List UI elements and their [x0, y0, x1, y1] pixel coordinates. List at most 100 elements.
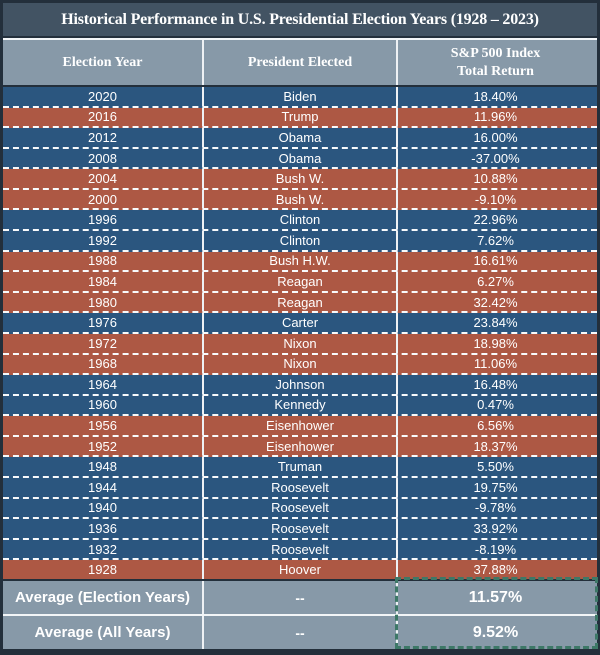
cell-president: Hoover — [202, 560, 396, 579]
cell-election-year: 1960 — [88, 397, 117, 413]
cell-election-year: 2008 — [88, 150, 117, 166]
table-header-row: Election Year President Elected S&P 500 … — [3, 38, 597, 85]
cell-president: Roosevelt — [202, 519, 396, 538]
cell-total-return: 16.00% — [396, 128, 593, 147]
cell-president: Obama — [202, 128, 396, 147]
cell-election-year: 2012 — [88, 129, 117, 145]
cell-president: Kennedy — [202, 395, 396, 415]
cell-president: Bush W. — [202, 169, 396, 188]
cell-president: Carter — [202, 313, 396, 332]
cell-total-return: 11.96% — [396, 107, 593, 127]
table-row: 1960 Kennedy 0.47% — [3, 395, 597, 417]
table-body: 2020 Biden 18.40% 2016 Trump 11.96% 2012… — [3, 85, 597, 579]
table-row: 1968 Nixon 11.06% — [3, 354, 597, 376]
cell-election-year: 2020 — [88, 88, 117, 104]
cell-total-return: 10.88% — [396, 169, 593, 188]
cell-total-return: 5.50% — [396, 457, 593, 476]
cell-average-value: 11.57% — [396, 581, 593, 614]
table-row: 2000 Bush W. -9.10% — [3, 189, 597, 211]
table-title: Historical Performance in U.S. President… — [61, 10, 539, 28]
table-row: 1964 Johnson 16.48% — [3, 375, 597, 396]
cell-president: Eisenhower — [202, 416, 396, 435]
cell-total-return: -37.00% — [396, 148, 593, 168]
cell-total-return: 6.27% — [396, 272, 593, 291]
table-row: 1980 Reagan 32.42% — [3, 292, 597, 314]
cell-president: Truman — [202, 457, 396, 476]
cell-total-return: -8.19% — [396, 539, 593, 559]
cell-president: Nixon — [202, 333, 396, 353]
cell-total-return: 37.88% — [396, 560, 593, 579]
cell-average-president: -- — [202, 616, 396, 649]
cell-president: Johnson — [202, 375, 396, 394]
cell-president: Roosevelt — [202, 477, 396, 497]
cell-total-return: 0.47% — [396, 395, 593, 415]
cell-election-year: 1956 — [88, 418, 117, 434]
table-row: 1948 Truman 5.50% — [3, 457, 597, 478]
table-row: 1972 Nixon 18.98% — [3, 333, 597, 355]
cell-election-year: 1972 — [88, 335, 117, 351]
cell-election-year: 1996 — [88, 212, 117, 228]
cell-total-return: 6.56% — [396, 416, 593, 435]
table-row: 1984 Reagan 6.27% — [3, 272, 597, 293]
cell-president: Clinton — [202, 231, 396, 250]
cell-election-year: 1928 — [88, 562, 117, 578]
cell-average-label: Average (All Years) — [34, 624, 171, 641]
table-row: 2008 Obama -37.00% — [3, 148, 597, 170]
cell-election-year: 1968 — [88, 356, 117, 372]
cell-total-return: 18.98% — [396, 333, 593, 353]
table-row: 1928 Hoover 37.88% — [3, 560, 597, 579]
cell-total-return: 33.92% — [396, 519, 593, 538]
cell-election-year: 1992 — [88, 232, 117, 248]
table-row: 1992 Clinton 7.62% — [3, 231, 597, 252]
cell-president: Trump — [202, 107, 396, 127]
cell-election-year: 2016 — [88, 109, 117, 125]
table-row: 2016 Trump 11.96% — [3, 107, 597, 129]
column-header-president-elected: President Elected — [202, 40, 396, 85]
cell-total-return: -9.10% — [396, 189, 593, 209]
cell-election-year: 1948 — [88, 459, 117, 475]
cell-president: Reagan — [202, 292, 396, 312]
cell-president: Roosevelt — [202, 498, 396, 518]
table-row: 1976 Carter 23.84% — [3, 313, 597, 334]
table-row: 1956 Eisenhower 6.56% — [3, 416, 597, 437]
table-row: 1936 Roosevelt 33.92% — [3, 519, 597, 540]
cell-election-year: 2004 — [88, 171, 117, 187]
cell-average-value: 9.52% — [396, 616, 593, 649]
table-row: 1996 Clinton 22.96% — [3, 210, 597, 232]
table-row: 1988 Bush H.W. 16.61% — [3, 251, 597, 273]
cell-election-year: 1936 — [88, 520, 117, 536]
cell-president: Bush H.W. — [202, 251, 396, 271]
column-header-sp500-total-return: S&P 500 Index Total Return — [396, 40, 593, 85]
table-row: 2020 Biden 18.40% — [3, 87, 597, 108]
table-row: 1952 Eisenhower 18.37% — [3, 436, 597, 458]
cell-election-year: 1952 — [88, 438, 117, 454]
cell-president: Nixon — [202, 354, 396, 374]
cell-average-president: -- — [202, 581, 396, 614]
cell-total-return: 18.40% — [396, 87, 593, 106]
cell-total-return: 16.61% — [396, 251, 593, 271]
cell-president: Clinton — [202, 210, 396, 230]
cell-total-return: 7.62% — [396, 231, 593, 250]
cell-election-year: 1964 — [88, 376, 117, 392]
cell-election-year: 1944 — [88, 479, 117, 495]
cell-election-year: 2000 — [88, 191, 117, 207]
cell-average-label: Average (Election Years) — [14, 589, 191, 606]
cell-president: Obama — [202, 148, 396, 168]
cell-president: Eisenhower — [202, 436, 396, 456]
table-row: 2004 Bush W. 10.88% — [3, 169, 597, 190]
cell-total-return: 16.48% — [396, 375, 593, 394]
column-header-election-year: Election Year — [62, 54, 143, 70]
table-title-bar: Historical Performance in U.S. President… — [3, 3, 597, 36]
average-row: Average (Election Years) -- 11.57% — [3, 581, 597, 614]
table-row: 1932 Roosevelt -8.19% — [3, 539, 597, 561]
table-row: 2012 Obama 16.00% — [3, 128, 597, 149]
cell-total-return: 18.37% — [396, 436, 593, 456]
cell-president: Roosevelt — [202, 539, 396, 559]
cell-president: Bush W. — [202, 189, 396, 209]
table-footer: Average (Election Years) -- 11.57% Avera… — [3, 579, 597, 649]
cell-election-year: 1984 — [88, 273, 117, 289]
cell-election-year: 1980 — [88, 294, 117, 310]
cell-total-return: 11.06% — [396, 354, 593, 374]
cell-election-year: 1932 — [88, 541, 117, 557]
